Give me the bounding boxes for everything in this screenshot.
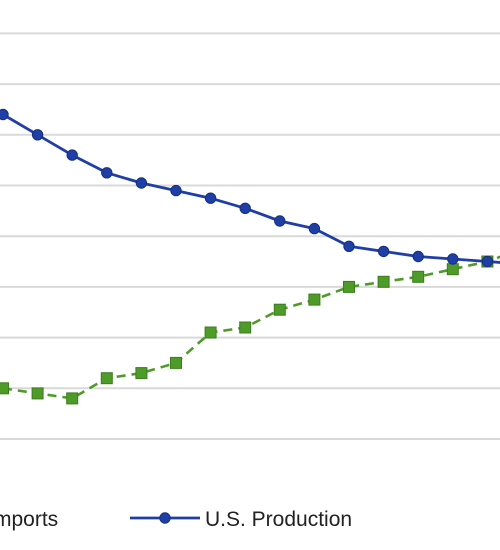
data-point-production — [66, 149, 78, 161]
legend-label-imports: mports — [0, 508, 58, 531]
data-point-imports — [377, 275, 390, 288]
legend-label-production: U.S. Production — [205, 508, 352, 531]
series-group — [0, 108, 500, 405]
data-point-imports — [239, 321, 252, 334]
data-point-production — [308, 222, 321, 235]
data-point-production — [170, 184, 182, 197]
data-point-imports — [31, 387, 44, 400]
data-point-production — [377, 245, 390, 258]
data-point-production — [481, 255, 494, 268]
data-point-production — [204, 192, 217, 204]
series-imports — [0, 255, 500, 405]
data-point-production — [343, 240, 355, 253]
gridlines — [0, 32, 500, 440]
data-point-imports — [412, 270, 425, 283]
series-line-production — [2, 113, 500, 264]
legend-marker-production — [159, 512, 171, 524]
series-production — [0, 108, 500, 268]
data-point-imports — [0, 382, 9, 395]
data-point-imports — [308, 293, 321, 306]
data-point-production — [239, 202, 251, 215]
data-point-imports — [343, 280, 355, 293]
data-point-production — [31, 129, 44, 141]
data-point-imports — [273, 303, 286, 316]
data-point-production — [135, 177, 148, 189]
data-point-production — [412, 250, 424, 263]
data-point-production — [274, 215, 286, 227]
data-point-production — [0, 108, 9, 121]
data-point-production — [101, 167, 113, 179]
data-point-imports — [170, 356, 182, 369]
data-point-imports — [446, 263, 459, 276]
legend: mports U.S. Production — [0, 508, 352, 531]
legend-swatch-production — [130, 512, 200, 524]
data-point-imports — [66, 392, 79, 405]
data-point-imports — [204, 326, 217, 339]
series-line-imports — [2, 255, 500, 400]
data-point-imports — [135, 367, 148, 380]
data-point-production — [447, 253, 459, 265]
data-point-imports — [100, 372, 113, 385]
